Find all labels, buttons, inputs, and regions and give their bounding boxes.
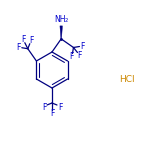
Text: F: F bbox=[77, 51, 82, 60]
Text: F: F bbox=[69, 52, 74, 61]
Text: F: F bbox=[50, 109, 54, 117]
Text: 2: 2 bbox=[65, 18, 68, 23]
Text: F: F bbox=[30, 36, 34, 45]
Text: F: F bbox=[80, 42, 85, 51]
Text: NH: NH bbox=[54, 15, 66, 24]
Polygon shape bbox=[60, 26, 62, 39]
Text: F: F bbox=[22, 35, 26, 44]
Text: F: F bbox=[17, 43, 21, 52]
Text: F: F bbox=[58, 102, 62, 112]
Text: F: F bbox=[42, 102, 46, 112]
Text: HCl: HCl bbox=[119, 76, 135, 85]
